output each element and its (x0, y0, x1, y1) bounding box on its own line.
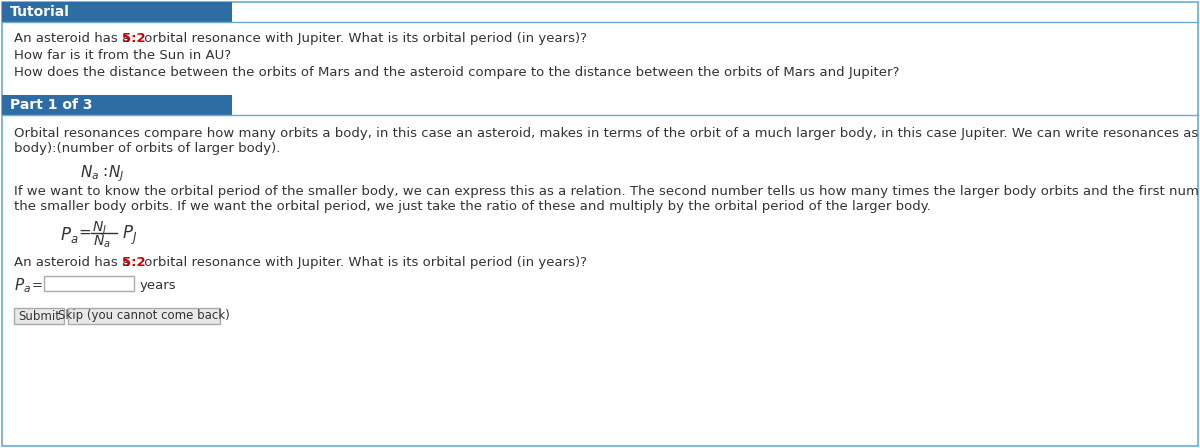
Text: How far is it from the Sun in AU?: How far is it from the Sun in AU? (14, 49, 232, 62)
Text: $N_J$: $N_J$ (92, 220, 107, 238)
Text: years: years (140, 279, 176, 292)
Text: Tutorial: Tutorial (10, 5, 70, 19)
Text: $N_J$: $N_J$ (108, 163, 125, 184)
FancyBboxPatch shape (14, 308, 64, 324)
Text: =: = (78, 225, 91, 240)
Text: $P_J$: $P_J$ (122, 224, 137, 247)
Text: An asteroid has a: An asteroid has a (14, 256, 134, 269)
FancyBboxPatch shape (68, 308, 220, 324)
FancyBboxPatch shape (2, 95, 232, 115)
Text: Submit: Submit (18, 310, 60, 323)
Text: 5:2: 5:2 (122, 32, 145, 45)
Text: $P_a$: $P_a$ (14, 276, 31, 295)
Text: An asteroid has a: An asteroid has a (14, 32, 134, 45)
Text: $N_a$: $N_a$ (80, 163, 100, 182)
Text: Part 1 of 3: Part 1 of 3 (10, 98, 92, 112)
Text: If we want to know the orbital period of the smaller body, we can express this a: If we want to know the orbital period of… (14, 185, 1200, 198)
Text: 5:2: 5:2 (122, 256, 145, 269)
Text: :: : (102, 164, 107, 179)
Text: orbital resonance with Jupiter. What is its orbital period (in years)?: orbital resonance with Jupiter. What is … (140, 256, 587, 269)
Text: body):(number of orbits of larger body).: body):(number of orbits of larger body). (14, 142, 281, 155)
Text: Skip (you cannot come back): Skip (you cannot come back) (58, 310, 230, 323)
Text: How does the distance between the orbits of Mars and the asteroid compare to the: How does the distance between the orbits… (14, 66, 899, 79)
Text: Orbital resonances compare how many orbits a body, in this case an asteroid, mak: Orbital resonances compare how many orbi… (14, 127, 1200, 140)
Text: orbital resonance with Jupiter. What is its orbital period (in years)?: orbital resonance with Jupiter. What is … (140, 32, 587, 45)
Text: the smaller body orbits. If we want the orbital period, we just take the ratio o: the smaller body orbits. If we want the … (14, 200, 931, 213)
Text: =: = (32, 279, 43, 292)
Text: $N_a$: $N_a$ (94, 234, 110, 250)
FancyBboxPatch shape (2, 2, 232, 22)
FancyBboxPatch shape (44, 276, 134, 291)
Text: $P_a$: $P_a$ (60, 225, 78, 245)
